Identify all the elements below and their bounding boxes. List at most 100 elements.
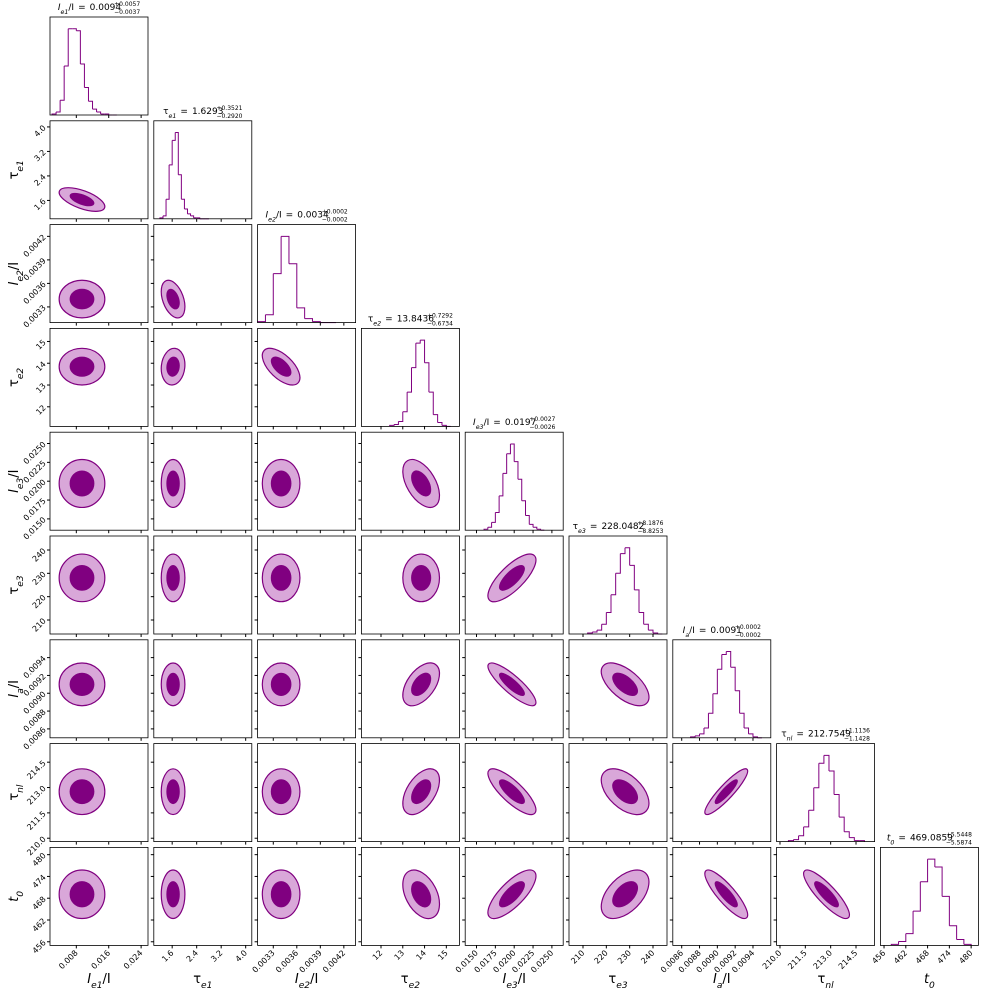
histogram-bin <box>273 236 282 275</box>
panel-frame <box>880 847 979 946</box>
x-tick-label: 4.0 <box>234 948 249 963</box>
histogram-bin <box>166 164 170 200</box>
histogram-bin <box>398 411 404 422</box>
symbol-main: τ <box>7 793 22 801</box>
equals: = <box>180 107 188 117</box>
symbol-tail: /I <box>7 680 22 688</box>
x-axis-label: τe3 <box>608 972 627 991</box>
histogram-bin <box>499 473 504 497</box>
panel-title: τe2 = 13.8436 <box>368 314 434 327</box>
symbol-sub: e1 <box>201 981 212 991</box>
y-tick-label: 15 <box>34 338 48 352</box>
histogram-bin <box>601 612 607 625</box>
histogram-bin <box>181 198 185 209</box>
histogram-bin <box>84 87 89 102</box>
contour-inner <box>498 881 525 908</box>
histogram-bin <box>898 933 907 942</box>
symbol-sub: a <box>685 631 689 638</box>
panel <box>254 535 357 637</box>
histogram-bin <box>956 939 965 945</box>
symbol-tail: /I <box>484 418 490 428</box>
symbol-main: I <box>502 972 506 987</box>
symbol-sub: e3 <box>16 477 26 489</box>
lower-error: −1.1428 <box>844 736 870 743</box>
contour-inner <box>814 881 839 908</box>
panel-frame <box>776 847 875 946</box>
y-tick-label: 14 <box>34 360 48 374</box>
panel <box>776 743 875 845</box>
histogram-bin <box>634 589 640 613</box>
contour-inner <box>411 779 432 805</box>
symbol-main: τ <box>401 972 409 987</box>
y-axis-label: Ia/I <box>7 680 26 698</box>
median: 212.7549 <box>808 730 851 740</box>
histogram-bin <box>411 343 417 369</box>
symbol-sub: e2 <box>268 216 276 223</box>
contour-inner <box>714 881 738 908</box>
histogram-bin <box>281 235 290 264</box>
histogram-bin <box>615 553 621 574</box>
median: 0.0197 <box>505 418 537 428</box>
x-axis-label: τe2 <box>401 972 420 991</box>
panel-frame <box>257 431 357 531</box>
panel: 210 220 230 240 <box>566 847 668 966</box>
symbol-main: t <box>7 896 22 902</box>
symbol-sub: e3 <box>578 528 586 535</box>
panel-frame <box>257 639 357 739</box>
histogram-bin <box>190 215 195 218</box>
panel <box>672 639 772 741</box>
y-axis-label: Ie2/I <box>7 262 26 285</box>
histogram-bin <box>72 28 77 31</box>
y-tick-label: 214.5 <box>25 759 48 782</box>
x-axis-label: Ie2/I <box>295 972 318 991</box>
histogram-bin <box>265 273 274 316</box>
histogram-bin <box>304 318 313 322</box>
histogram-bin <box>818 755 825 764</box>
contour-inner <box>69 779 95 805</box>
x-tick-label: 0.0039 <box>298 948 324 974</box>
histogram-bin <box>178 174 182 200</box>
symbol-main: t <box>924 972 930 987</box>
symbol-tail: /I <box>518 972 526 987</box>
y-axis-label: Ie3/I <box>7 469 26 492</box>
contour-inner <box>714 779 738 805</box>
panel-frame <box>360 431 460 531</box>
x-tick-label: 15 <box>436 948 450 962</box>
x-tick-label: 12 <box>371 948 385 962</box>
histogram-bin <box>162 199 167 217</box>
histogram-bin <box>735 690 741 714</box>
histogram-bin <box>648 629 654 634</box>
panel-frame <box>153 431 253 531</box>
histogram-bin <box>51 112 57 115</box>
symbol-sub: nl <box>825 981 834 991</box>
histogram-bin <box>934 866 943 897</box>
x-tick-label: 468 <box>914 948 931 965</box>
panel-frame <box>672 639 772 739</box>
x-tick-label: 0.008 <box>57 948 80 971</box>
panel-frame <box>360 847 460 946</box>
contour-inner <box>69 881 95 908</box>
contour-inner <box>498 564 525 591</box>
symbol-main: τ <box>368 314 373 324</box>
panel-frame <box>49 847 149 946</box>
panel <box>568 535 668 637</box>
histogram-bin <box>257 314 266 323</box>
histogram-bin <box>726 651 732 668</box>
contour-inner <box>270 672 292 696</box>
panel <box>462 535 564 637</box>
histogram-bin <box>708 693 714 714</box>
y-tick-label: 210 <box>31 616 48 633</box>
histogram-bin <box>510 443 515 462</box>
symbol-sub: e3 <box>476 424 484 431</box>
y-tick-label: 4.0 <box>32 123 47 138</box>
y-tick-label: 210.0 <box>25 835 48 858</box>
symbol-tail: /I <box>68 3 74 13</box>
histogram-bin <box>849 837 855 841</box>
panel <box>358 535 460 637</box>
panel <box>257 224 357 326</box>
histogram-bin <box>639 611 645 625</box>
